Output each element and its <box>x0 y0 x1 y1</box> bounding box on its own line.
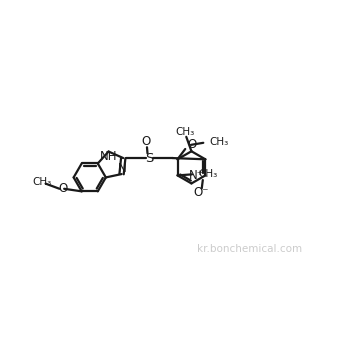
Text: NH: NH <box>100 150 118 163</box>
Text: CH₃: CH₃ <box>198 169 217 179</box>
Text: O: O <box>142 135 151 148</box>
Text: O: O <box>58 182 67 195</box>
Text: O⁻: O⁻ <box>194 186 209 199</box>
Text: kr.bonchemical.com: kr.bonchemical.com <box>197 244 302 254</box>
Text: N: N <box>118 162 126 175</box>
Text: N⁺: N⁺ <box>188 170 203 183</box>
Text: S: S <box>145 152 153 165</box>
Text: CH₃: CH₃ <box>210 137 229 147</box>
Text: CH₃: CH₃ <box>176 127 195 137</box>
Text: CH₃: CH₃ <box>32 176 51 186</box>
Text: O: O <box>188 138 197 151</box>
